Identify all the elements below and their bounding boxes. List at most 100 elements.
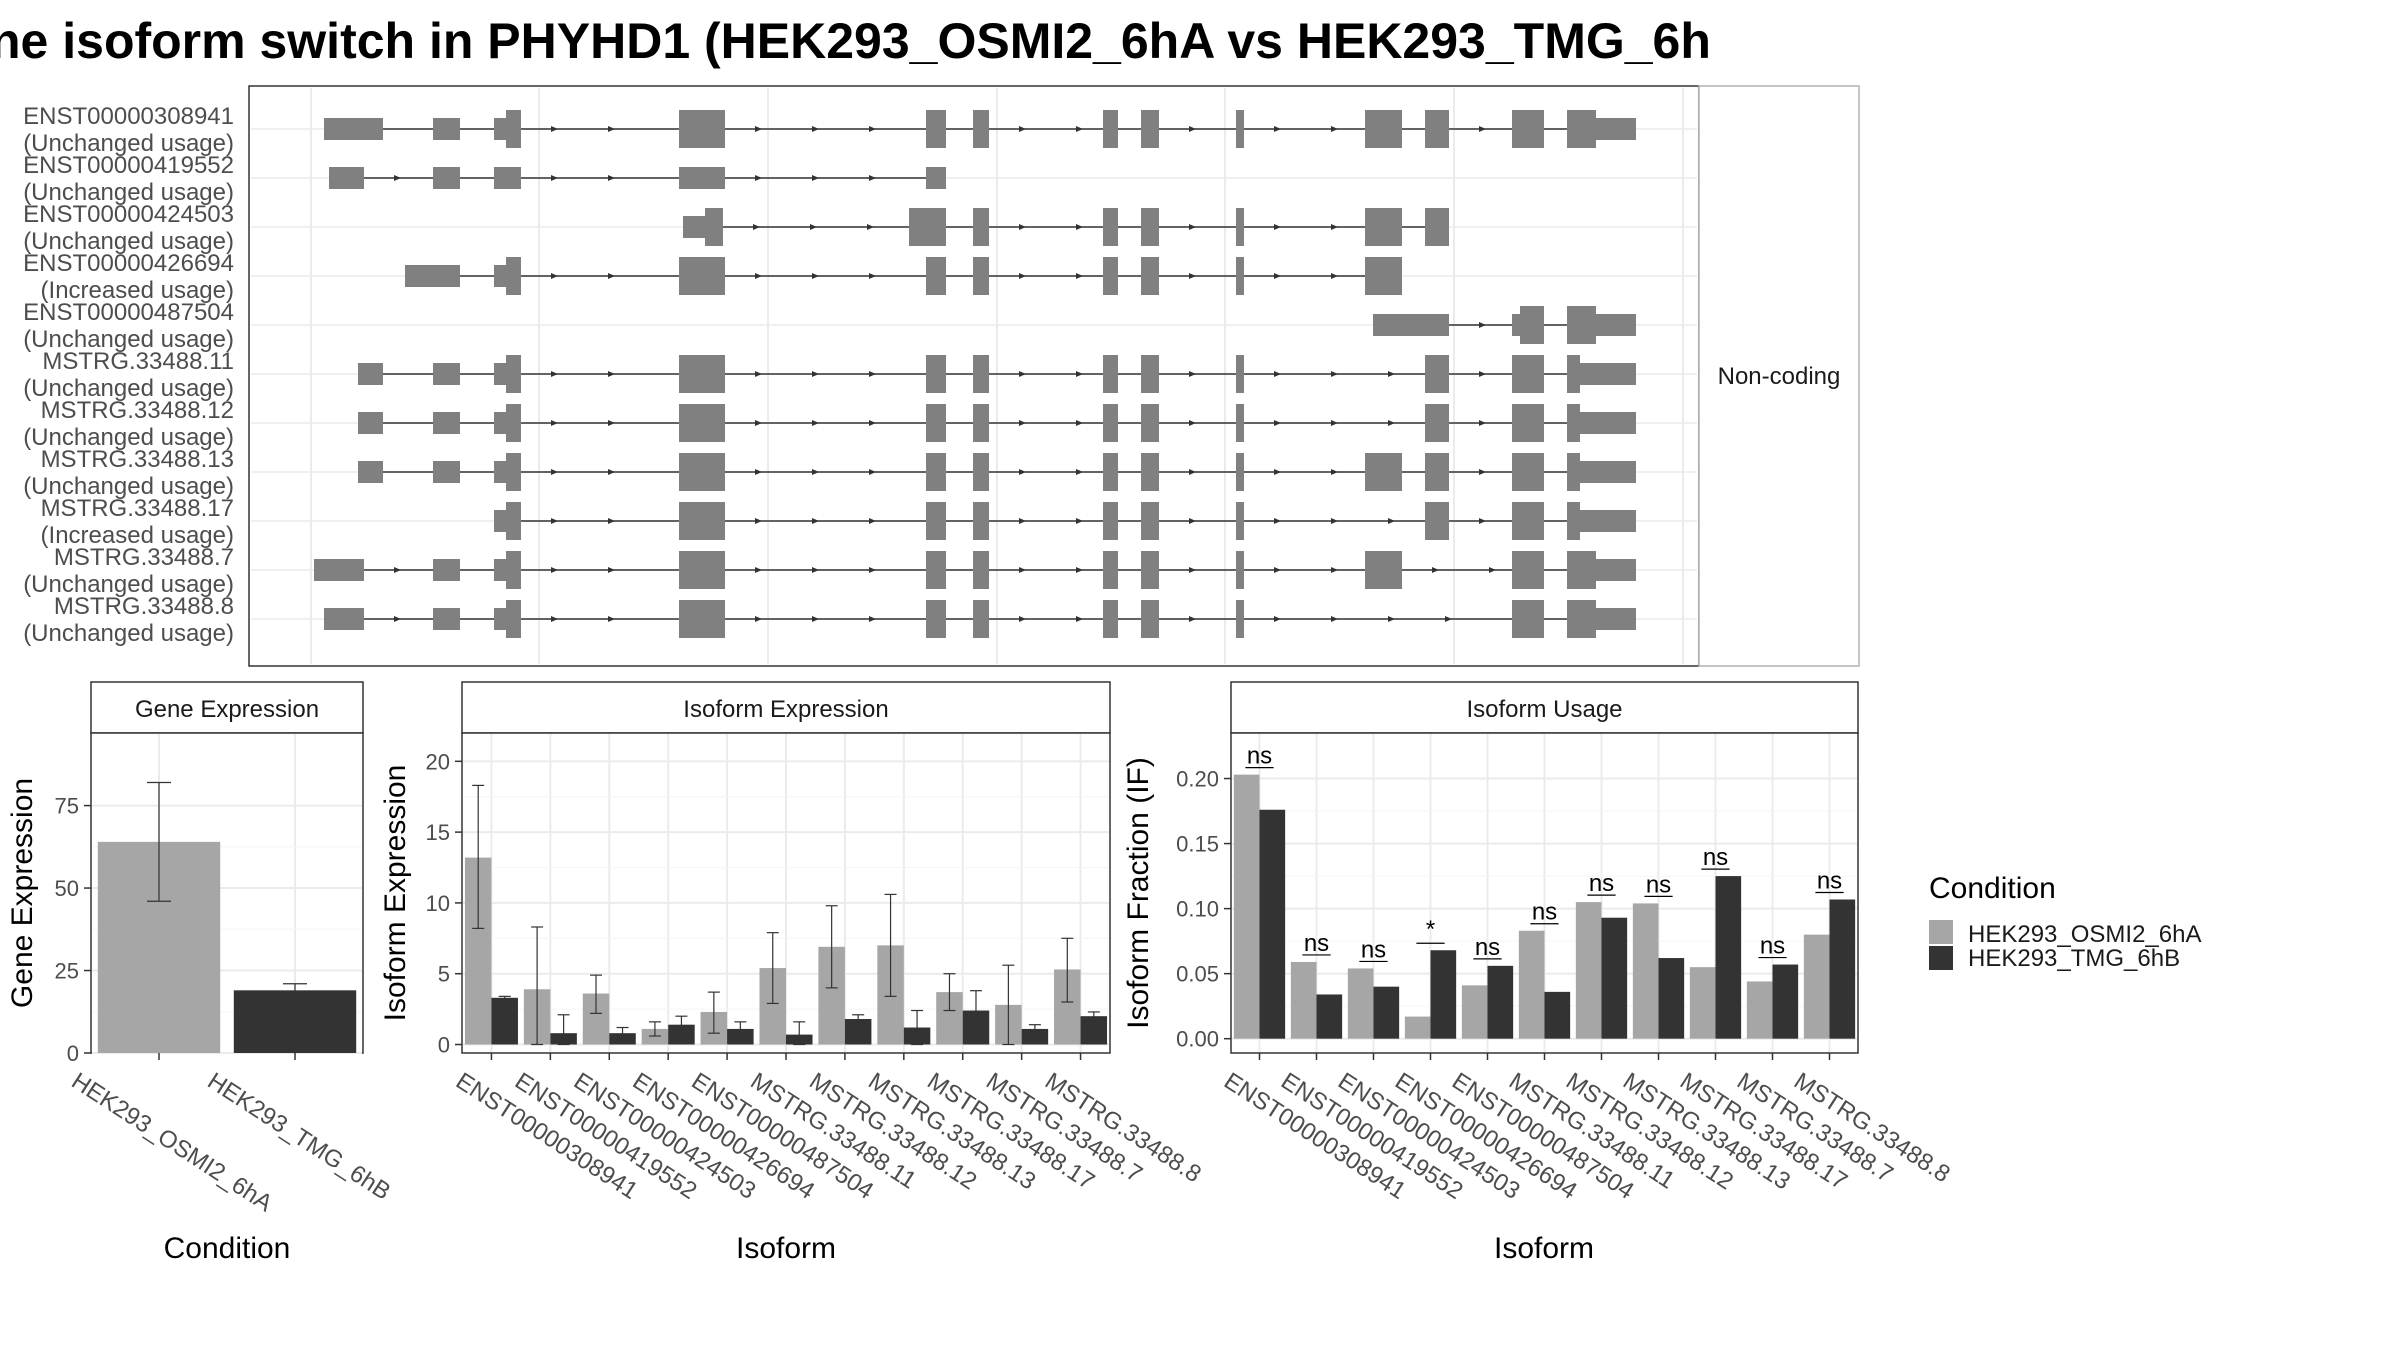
direction-arrow	[608, 469, 615, 475]
exon	[683, 216, 705, 238]
direction-arrow	[755, 371, 762, 377]
exon	[679, 600, 725, 638]
direction-arrow	[1388, 616, 1395, 622]
exon	[1365, 551, 1402, 589]
direction-arrow	[1076, 224, 1083, 230]
exon	[314, 559, 364, 581]
direction-arrow	[1331, 126, 1338, 132]
direction-arrow	[1274, 518, 1281, 524]
exon	[1425, 110, 1449, 148]
exon	[433, 461, 460, 483]
direction-arrow	[551, 567, 558, 573]
exon	[1103, 208, 1118, 246]
exon	[1425, 502, 1449, 540]
direction-arrow	[394, 616, 401, 622]
exon	[973, 355, 989, 393]
y-tick-label: 25	[55, 959, 79, 984]
transcript-usage-label: (Increased usage)	[41, 277, 234, 304]
panel-isoform-expression: Isoform Expression05101520ENST0000030894…	[379, 681, 1206, 1265]
exon	[405, 265, 460, 287]
exon	[1103, 110, 1118, 148]
transcript-structure-panel: ENST00000308941(Unchanged usage)ENST0000…	[23, 85, 1860, 667]
transcript-id-label: MSTRG.33488.17	[41, 495, 234, 522]
y-tick-label: 50	[55, 876, 79, 901]
exon	[1425, 355, 1449, 393]
exon	[1141, 453, 1159, 491]
exon	[1141, 600, 1159, 638]
transcript-usage-label: (Unchanged usage)	[23, 179, 234, 206]
exon	[494, 265, 506, 287]
exon	[1365, 110, 1402, 148]
direction-arrow	[812, 273, 819, 279]
exon	[926, 502, 946, 540]
exon	[973, 404, 989, 442]
exon	[1567, 600, 1596, 638]
exon	[433, 363, 460, 385]
y-tick-label: 0.00	[1176, 1027, 1219, 1052]
exon	[1103, 551, 1118, 589]
panel-strip	[461, 681, 1111, 734]
bar	[1347, 968, 1374, 1039]
y-axis-title: Gene Expression	[6, 778, 39, 1008]
direction-arrow	[812, 371, 819, 377]
direction-arrow	[551, 371, 558, 377]
exon	[506, 453, 521, 491]
exon	[506, 110, 521, 148]
direction-arrow	[1331, 224, 1338, 230]
direction-arrow	[1274, 224, 1281, 230]
legend-label-cond-b: HEK293_TMG_6hB	[1968, 945, 2180, 972]
legend-swatch-cond-a	[1929, 920, 1953, 944]
direction-arrow	[608, 616, 615, 622]
exon	[1580, 510, 1636, 532]
structure-strip-label: Non-coding	[1718, 363, 1841, 390]
exon	[1596, 314, 1636, 336]
exon	[433, 412, 460, 434]
bar	[1518, 930, 1545, 1039]
exon	[494, 118, 506, 140]
exon	[1141, 110, 1159, 148]
direction-arrow	[1479, 322, 1486, 328]
direction-arrow	[1331, 420, 1338, 426]
significance-label: ns	[1532, 899, 1557, 926]
direction-arrow	[755, 567, 762, 573]
significance-label: ns	[1817, 868, 1842, 895]
bar	[491, 997, 518, 1045]
direction-arrow	[1019, 567, 1026, 573]
bar	[1715, 876, 1742, 1039]
direction-arrow	[551, 616, 558, 622]
direction-arrow	[869, 371, 876, 377]
exon	[1425, 404, 1449, 442]
y-tick-label: 20	[426, 749, 450, 774]
exon	[679, 110, 725, 148]
direction-arrow	[608, 420, 615, 426]
transcript-row	[314, 551, 1636, 589]
direction-arrow	[1388, 371, 1395, 377]
significance-label: *	[1426, 916, 1435, 943]
direction-arrow	[1189, 518, 1196, 524]
exon	[1512, 453, 1544, 491]
direction-arrow	[608, 175, 615, 181]
transcript-row	[494, 502, 1636, 540]
exon	[1141, 502, 1159, 540]
direction-arrow	[869, 469, 876, 475]
transcript-usage-label: (Increased usage)	[41, 522, 234, 549]
exon	[1567, 404, 1580, 442]
exon	[1103, 257, 1118, 295]
exon	[433, 608, 460, 630]
exon	[973, 257, 989, 295]
direction-arrow	[755, 126, 762, 132]
direction-arrow	[1274, 371, 1281, 377]
direction-arrow	[1388, 518, 1395, 524]
exon	[679, 502, 725, 540]
exon	[679, 257, 725, 295]
exon	[324, 118, 383, 140]
exon	[324, 608, 364, 630]
transcript-id-label: MSTRG.33488.7	[54, 544, 234, 571]
direction-arrow	[608, 273, 615, 279]
y-tick-label: 75	[55, 794, 79, 819]
direction-arrow	[812, 567, 819, 573]
transcript-row	[358, 453, 1636, 491]
exon	[1520, 306, 1544, 344]
legend-label-cond-a: HEK293_OSMI2_6hA	[1968, 921, 2201, 948]
direction-arrow	[1479, 518, 1486, 524]
